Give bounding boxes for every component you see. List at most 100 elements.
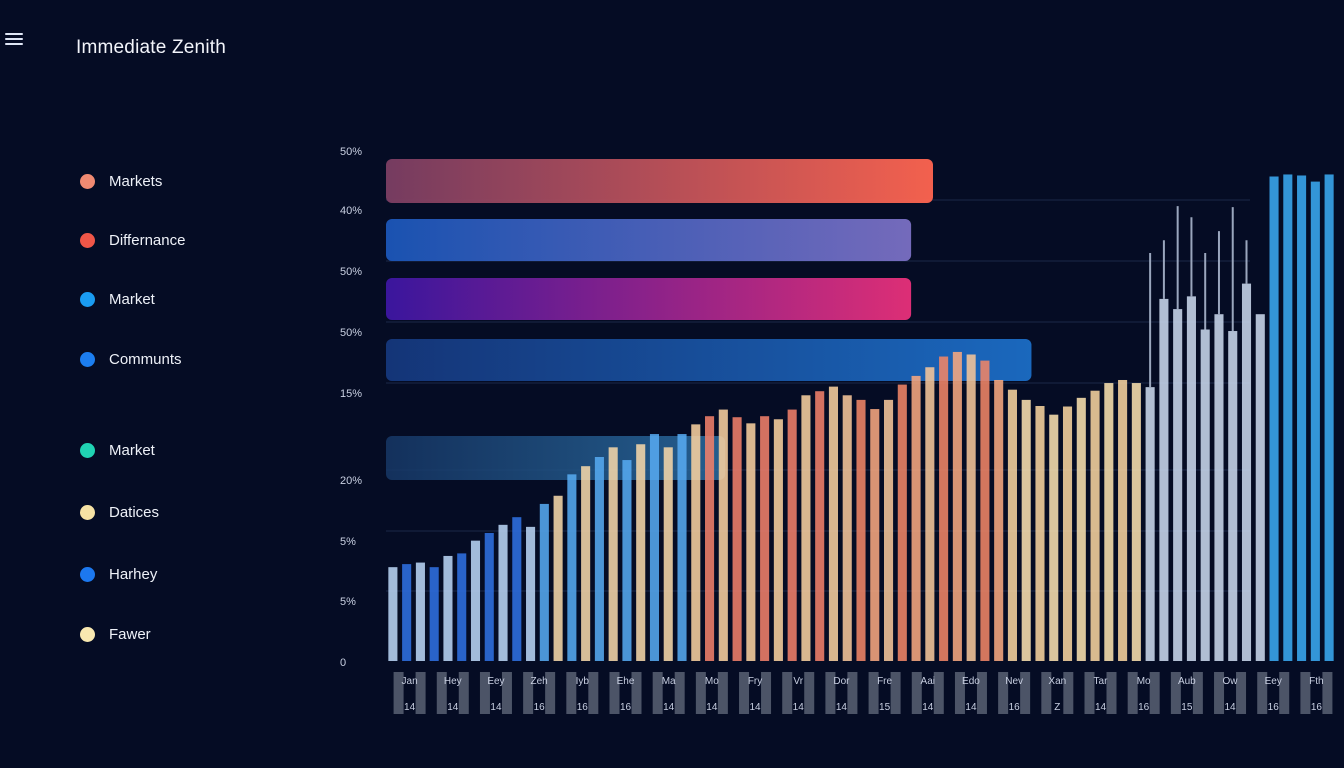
x-axis-label: Tar xyxy=(1094,676,1109,687)
x-axis-sublabel: 14 xyxy=(490,702,502,713)
bar xyxy=(939,356,949,661)
bar xyxy=(1200,329,1210,661)
x-axis-tick-box xyxy=(695,672,706,714)
x-axis-tick-box xyxy=(545,672,556,714)
bar xyxy=(608,447,618,661)
bar xyxy=(691,424,701,661)
x-axis-tick-box xyxy=(652,672,663,714)
x-axis-sublabel: 15 xyxy=(1181,702,1193,713)
x-axis-label: Fth xyxy=(1309,676,1323,687)
x-axis-label: Iyb xyxy=(576,676,590,687)
bar xyxy=(897,384,907,661)
x-axis-tick-box xyxy=(1127,672,1138,714)
bar xyxy=(553,495,563,661)
x-axis-sublabel: 16 xyxy=(1311,702,1323,713)
x-axis-label: Eey xyxy=(487,676,504,687)
legend-dot-icon xyxy=(80,233,95,248)
x-axis-tick-box xyxy=(1063,672,1074,714)
x-axis-label: Dor xyxy=(833,676,850,687)
legend: Markets Differnance Market Communts Market Da… xyxy=(80,0,300,768)
x-axis-tick-box xyxy=(804,672,815,714)
x-axis-tick-box xyxy=(1279,672,1290,714)
x-axis-tick-box xyxy=(1020,672,1031,714)
x-axis-tick-box xyxy=(976,672,987,714)
x-axis-sublabel: 14 xyxy=(922,702,934,713)
x-axis-sublabel: 16 xyxy=(577,702,589,713)
legend-item[interactable]: Fawer xyxy=(80,626,151,643)
legend-label: Fawer xyxy=(109,626,151,643)
bar xyxy=(1310,181,1320,661)
x-axis-sublabel: 14 xyxy=(965,702,977,713)
bar xyxy=(594,457,604,661)
legend-item[interactable]: Datices xyxy=(80,504,159,521)
horizontal-band-bar xyxy=(386,278,912,320)
bar xyxy=(1118,379,1128,661)
x-axis-tick-box xyxy=(1236,672,1247,714)
bar xyxy=(952,351,962,661)
bar xyxy=(760,416,770,661)
bar xyxy=(1090,390,1100,661)
bar xyxy=(1007,389,1017,661)
x-axis-tick-box xyxy=(523,672,534,714)
legend-label: Market xyxy=(109,442,155,459)
y-tick-label: 50% xyxy=(340,146,362,158)
legend-label: Markets xyxy=(109,173,163,190)
bar xyxy=(443,555,453,661)
bar xyxy=(1173,309,1183,661)
y-tick-label: 5% xyxy=(340,536,356,548)
bar xyxy=(980,360,990,661)
legend-item[interactable]: Market xyxy=(80,442,155,459)
x-axis-tick-box xyxy=(954,672,965,714)
bar xyxy=(539,503,549,661)
x-axis-sublabel: Z xyxy=(1054,702,1060,713)
legend-label: Datices xyxy=(109,504,160,521)
chart-area: 50% 40% 50% 50% 15% 20% 5% 5% 0 Jan 14 Hey 14 Eey 14 Ze… xyxy=(320,130,1344,730)
bar xyxy=(705,416,715,661)
bar xyxy=(470,540,481,661)
y-tick-label: 0 xyxy=(340,657,346,669)
horizontal-band-bar xyxy=(386,339,1032,381)
bar xyxy=(1035,406,1045,661)
bar xyxy=(1241,283,1252,661)
bar xyxy=(636,444,646,661)
hamburger-menu-icon[interactable] xyxy=(5,33,23,47)
app-title: Immediate Zenith xyxy=(76,37,226,58)
legend-dot-icon xyxy=(80,627,95,642)
x-axis-tick-box xyxy=(1041,672,1052,714)
x-axis-label: Ow xyxy=(1223,676,1239,687)
bar xyxy=(1255,314,1265,661)
x-axis-label: Zeh xyxy=(531,676,548,687)
legend-item[interactable]: Differnance xyxy=(80,232,185,249)
bar xyxy=(1062,406,1073,661)
bar xyxy=(1104,383,1114,661)
y-tick-label: 40% xyxy=(340,205,362,217)
bar xyxy=(773,419,783,661)
x-axis-tick-box xyxy=(1192,672,1203,714)
bar xyxy=(1214,314,1224,661)
x-axis-tick-box xyxy=(609,672,620,714)
x-axis-sublabel: 14 xyxy=(836,702,848,713)
bar xyxy=(649,434,660,661)
legend-item[interactable]: Harhey xyxy=(80,566,157,583)
bar xyxy=(581,466,591,661)
bar xyxy=(1131,383,1141,661)
bar xyxy=(388,567,398,661)
legend-item[interactable]: Markets xyxy=(80,173,162,190)
x-axis-sublabel: 15 xyxy=(879,702,891,713)
x-axis-tick-box xyxy=(1257,672,1268,714)
legend-dot-icon xyxy=(80,292,95,307)
legend-item[interactable]: Market xyxy=(80,291,155,308)
x-axis-sublabel: 14 xyxy=(749,702,761,713)
legend-item[interactable]: Communts xyxy=(80,351,182,368)
legend-label: Differnance xyxy=(109,232,186,249)
y-tick-label: 15% xyxy=(340,388,362,400)
bar xyxy=(1324,174,1334,661)
x-axis-sublabel: 14 xyxy=(706,702,718,713)
bar xyxy=(1228,331,1238,661)
x-axis-label: Aub xyxy=(1178,676,1196,687)
legend-dot-icon xyxy=(80,352,95,367)
bar xyxy=(457,553,467,661)
bar xyxy=(801,395,811,661)
horizontal-band-bar xyxy=(386,159,933,203)
y-tick-label: 50% xyxy=(340,266,362,278)
